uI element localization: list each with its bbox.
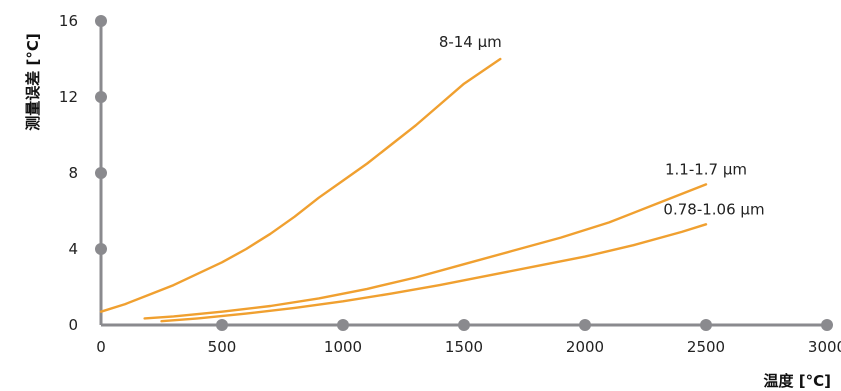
x-tick-marker (579, 319, 591, 331)
series-label: 0.78-1.06 µm (663, 200, 764, 218)
series-line (99, 57, 502, 313)
x-tick-label: 1500 (445, 338, 483, 356)
series-label: 8-14 µm (439, 33, 502, 51)
x-tick-label: 500 (208, 338, 237, 356)
x-tick-marker (216, 319, 228, 331)
series-label: 1.1-1.7 µm (665, 160, 747, 178)
y-tick-marker (95, 91, 107, 103)
x-tick-label: 0 (96, 338, 106, 356)
x-tick-marker (337, 319, 349, 331)
y-tick-marker (95, 167, 107, 179)
y-tick-label: 8 (68, 164, 78, 182)
y-tick-label: 4 (68, 240, 78, 258)
x-tick-label: 1000 (324, 338, 362, 356)
x-axis-title: 温度 [°C] (764, 372, 831, 390)
x-tick-label: 2000 (566, 338, 604, 356)
y-tick-label: 12 (59, 88, 78, 106)
x-tick-marker (458, 319, 470, 331)
y-axis-title: 测量误差 [°C] (24, 33, 42, 130)
y-tick-marker (95, 243, 107, 255)
series: 8-14 µm 1.1-1.7 µm 0.78-1.06 µm (99, 33, 765, 323)
series-line (160, 223, 708, 323)
series-line (143, 183, 708, 320)
x-tick-label: 2500 (687, 338, 725, 356)
y-tick-marker (95, 15, 107, 27)
x-tick-marker (821, 319, 833, 331)
y-tick-label: 16 (59, 12, 78, 30)
y-tick-label: 0 (68, 316, 78, 334)
x-tick-marker (700, 319, 712, 331)
